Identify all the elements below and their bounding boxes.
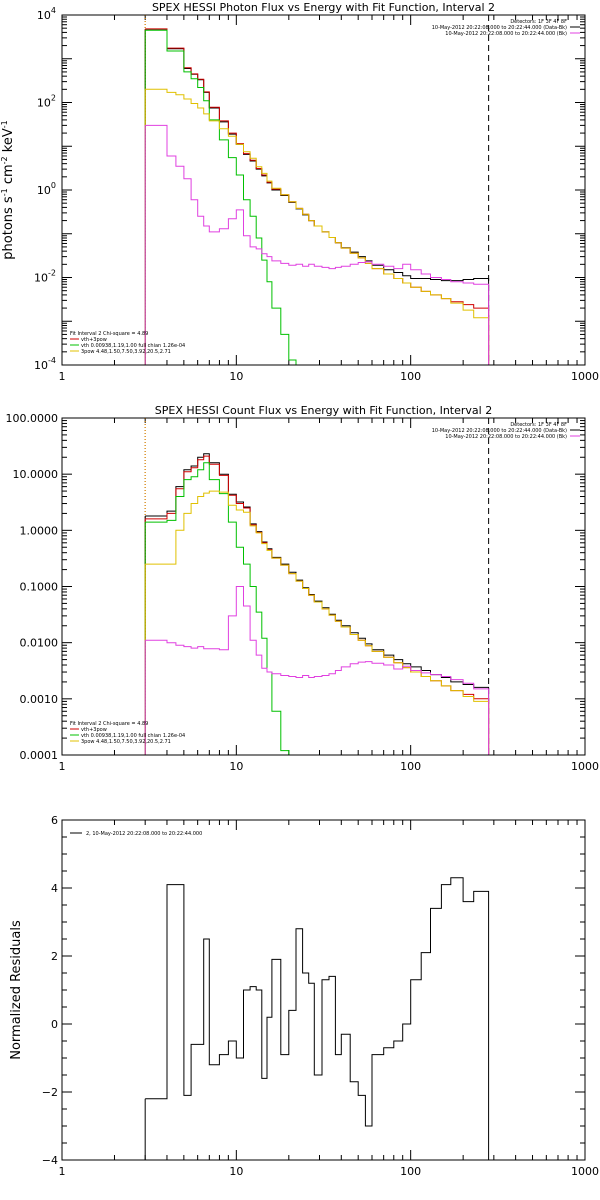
legend-bottomleft-entry: vth+3pow [81,727,107,733]
x-tick-label: 10 [229,1165,243,1178]
y-tick-label: −4 [42,1154,58,1167]
y-tick-exponent: 4 [51,6,56,15]
y-tick-label: 10-2 [34,269,56,285]
x-tick-label: 1 [59,370,66,383]
x-tick-label: 1 [59,1165,66,1178]
panel-1: SPEX HESSI Photon Flux vs Energy with Fi… [0,1,599,383]
panel-2: SPEX HESSI Count Flux vs Energy with Fit… [6,404,600,773]
y-tick-label: 0 [51,1018,58,1031]
chart-title: SPEX HESSI Count Flux vs Energy with Fit… [155,404,492,417]
legend-topright-entry: 10-May-2012 20:22:08.000 to 20:22:44.000… [445,434,567,440]
series-bk [145,586,490,755]
y-tick-exponent: 2 [51,94,56,103]
legend-bottomleft-entry: Fit Interval 2 Chi-square = 4.89 [70,721,148,727]
series-vth [145,462,290,755]
y-tick-base: 10 [34,359,48,372]
y-tick-label: 102 [37,94,56,110]
panel-3: 1 10 100 1000 −4 −2 0 2 4 6 Normalized Residuals 2,… [9,814,599,1178]
plot-frame [61,14,586,366]
plot-frame [61,819,586,1161]
y-tick-label: 100 [37,181,56,197]
y-tick-label: 0.0010 [20,693,59,706]
series-pow [145,88,490,365]
series-group [144,28,490,365]
series-group [144,453,490,755]
y-tick-label: 104 [37,6,56,22]
y-tick-label: 1.0000 [20,524,59,537]
y-tick-label: −2 [42,1086,58,1099]
y-tick-label: 4 [51,882,58,895]
legend-topright-entry: Detectors: 1F 3F 4F 8F [510,19,567,25]
series-fit-total [145,28,490,365]
legend-bottomleft-entry: 3pow 4.48,1.50,7.50,3.92,20.5,2.71 [81,739,171,745]
legend-topright-entry: Detectors: 1F 3F 4F 8F [510,422,567,428]
series-group [144,877,490,1160]
x-tick-label: 10 [229,760,243,773]
series-fit-total [145,455,490,755]
y-tick-label: 10-4 [34,356,56,372]
y-tick-label: 0.1000 [20,581,59,594]
y-tick-base: 10 [37,9,51,22]
series-vth [145,29,303,365]
y-axis-label: Normalized Residuals [9,920,24,1060]
y-tick-label: 0.0100 [20,637,59,650]
x-tick-label: 100 [400,370,421,383]
y-tick-base: 10 [37,184,51,197]
series-data [145,453,490,755]
plot-frame [61,417,586,756]
legend-bottomleft-entry: 3pow 4.48,1.50,7.50,3.92,20.5,2.71 [81,349,171,355]
y-axis-label-part: keV [1,128,16,156]
legend-bottomleft-entry: vth 0.00938,1.19,1.00 full chian 1.26e-0… [81,733,185,739]
legend-bottomleft-entry: Fit Interval 2 Chi-square = 4.89 [70,331,148,337]
x-tick-label: 100 [400,760,421,773]
x-tick-label: 1000 [571,760,599,773]
y-axis-label-part: photons s [1,196,16,260]
legend-bottomleft-entry: vth 0.00938,1.19,1.00 full chian 1.26e-0… [81,343,185,349]
y-axis-label-part: cm [1,164,16,188]
y-tick-label: 100.0000 [6,412,59,425]
x-tick-label: 100 [400,1165,421,1178]
y-tick-exponent: -4 [48,356,56,365]
y-tick-label: 10.0000 [13,468,59,481]
y-tick-base: 10 [37,97,51,110]
x-tick-label: 1 [59,760,66,773]
y-tick-label: 2 [51,950,58,963]
x-tick-label: 1000 [571,1165,599,1178]
series-residuals [145,877,490,1160]
series-bk [145,124,490,365]
y-axis-label-part: -1 [0,188,9,196]
x-tick-label: 10 [229,370,243,383]
legend-topright-entry: 10-May-2012 20:22:08.000 to 20:22:44.000… [445,31,567,37]
y-tick-exponent: -2 [48,269,56,278]
legend-bottomleft-entry: vth+3pow [81,337,107,343]
y-axis-label-part: -2 [0,156,9,164]
y-tick-exponent: 0 [51,181,56,190]
y-tick-base: 10 [34,272,48,285]
series-data [145,28,490,365]
y-tick-label: 6 [51,814,58,827]
y-axis-label: photons s-1 cm-2 keV-1 [0,120,16,259]
legend-topright-entry: 10-May-2012 20:22:08.000 to 20:22:44.000… [432,25,567,31]
legend-topright-entry: 10-May-2012 20:22:08.000 to 20:22:44.000… [432,428,567,434]
legend-topleft-entry: 2, 10-May-2012 20:22:08.000 to 20:22:44.… [86,831,202,837]
x-tick-label: 1000 [571,370,599,383]
y-axis-label-part: -1 [0,120,9,128]
y-tick-label: 0.0001 [20,749,59,762]
chart-title: SPEX HESSI Photon Flux vs Energy with Fi… [152,1,495,14]
series-pow [145,490,490,755]
